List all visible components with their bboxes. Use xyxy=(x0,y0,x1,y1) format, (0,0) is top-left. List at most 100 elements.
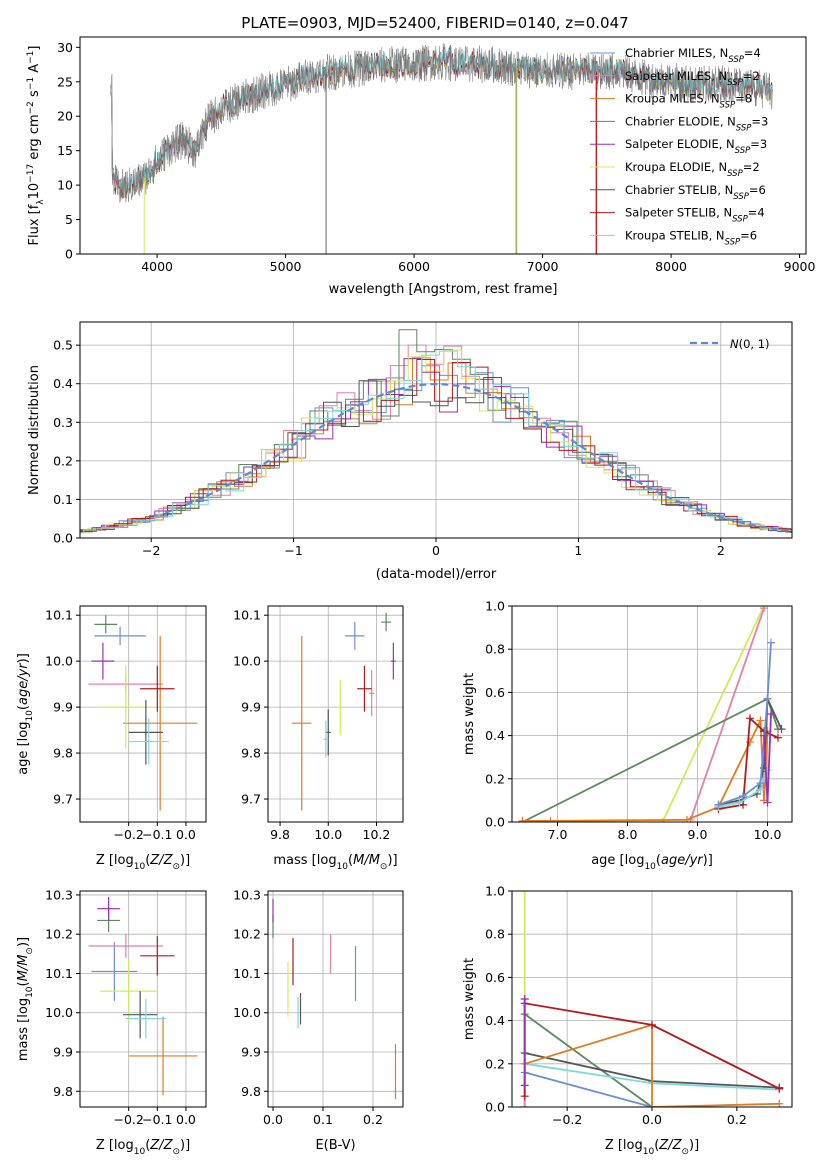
x-axis-label: wavelength [Angstrom, rest frame] xyxy=(329,282,558,297)
label-part: Z/Z xyxy=(149,853,173,868)
plot-area xyxy=(520,891,784,1107)
weight-marker xyxy=(775,1099,784,1107)
axes-frame: −0.2−0.1 0.09.89.910.010.110.210.3Z [log1… xyxy=(16,887,207,1157)
legend-suffix: =8 xyxy=(735,92,752,106)
legend-text: Kroupa ELODIE, N xyxy=(625,160,727,174)
y-tick-label: 0.6 xyxy=(485,970,505,985)
errorbar-kroupa-miles xyxy=(292,635,312,811)
label-part: ⊙ xyxy=(172,862,180,872)
x-tick-label: 10.0 xyxy=(754,827,782,842)
label-part: (0, 1) xyxy=(739,337,770,351)
histogram-salpeter-stelib xyxy=(80,359,792,532)
y-tick-label: 10.3 xyxy=(45,887,73,902)
legend-label: Kroupa ELODIE, NSSP=2 xyxy=(625,160,760,179)
label-part: age [log xyxy=(591,853,644,868)
plot-area xyxy=(88,896,198,1096)
legend-suffix: =6 xyxy=(749,183,766,197)
figure-title: PLATE=0903, MJD=52400, FIBERID=0140, z=0… xyxy=(241,14,628,32)
label-part: 10 xyxy=(27,183,42,200)
weight-marker xyxy=(774,733,782,742)
x-tick-label: 9.8 xyxy=(270,827,290,842)
x-tick-label: 0 xyxy=(432,543,440,558)
y-tick-label: 0.0 xyxy=(53,531,73,546)
y-tick-label: 25 xyxy=(57,74,73,89)
x-tick-label: 0.0 xyxy=(176,1112,196,1127)
x-axis-label: (data-model)/error xyxy=(376,567,497,582)
label-part: Flux [f xyxy=(27,204,42,245)
weight-line xyxy=(661,606,765,822)
axes-frame: −2 −1 0 1 2 0.0 0.1 0.2 0.3 0.4 0.5 N(0, 1) (data-mo… xyxy=(27,321,793,582)
x-axis-label: E(B-V) xyxy=(315,1138,355,1153)
y-tick-label: 0.2 xyxy=(485,1056,505,1071)
weight-marker xyxy=(714,800,723,809)
axes-border xyxy=(79,36,807,255)
legend-subscript: SSP xyxy=(735,146,751,156)
y-tick-label: 0.0 xyxy=(485,815,505,830)
weight-marker xyxy=(735,798,744,807)
legend-subscript: SSP xyxy=(727,78,743,88)
y-tick-label: 9.9 xyxy=(241,700,261,715)
weight-marker xyxy=(520,995,529,1003)
errorbar-kroupa-stelib xyxy=(125,999,166,1039)
weight-marker xyxy=(746,714,754,723)
axes-frame: 4000 5000 6000 7000 8000 9000 0 5 10 15 20 25 30 Chab… xyxy=(26,36,816,297)
y-tick-label: 9.8 xyxy=(241,1084,261,1099)
x-tick-label: −0.1 xyxy=(142,1112,172,1127)
legend-subscript: SSP xyxy=(733,192,749,202)
y-tick-label: 0.8 xyxy=(485,642,505,657)
legend-text: Chabrier STELIB, N xyxy=(625,183,733,197)
legend-subscript: SSP xyxy=(732,215,748,225)
y-tick-label: 10.0 xyxy=(45,654,73,669)
weight-marker xyxy=(546,816,555,822)
label-part: ( xyxy=(145,853,150,868)
x-tick-label: 0.2 xyxy=(363,1112,383,1127)
y-tick-label: 10.1 xyxy=(45,966,73,981)
errorbar-kroupa-stelib xyxy=(128,718,169,765)
weight-marker xyxy=(518,816,527,822)
x-tick-label: 4000 xyxy=(141,259,173,274)
residuals-legend: N(0, 1) xyxy=(690,337,770,351)
y-axis-label: mass [log10(M/M⊙)] xyxy=(16,937,35,1061)
y-tick-label: 15 xyxy=(57,143,73,158)
legend-label: Salpeter ELODIE, NSSP=3 xyxy=(625,137,767,156)
x-tick-label: 10.0 xyxy=(314,827,342,842)
y-axis-label: Normed distribution xyxy=(27,365,42,495)
y-tick-label: 0.2 xyxy=(53,453,73,468)
weight-series-salpeter-elodie xyxy=(520,995,529,1090)
plot-area xyxy=(518,606,786,822)
legend-suffix: =3 xyxy=(750,137,767,151)
x-axis-label: Z [log10(Z/Z⊙)] xyxy=(96,853,190,872)
x-tick-label: 1 xyxy=(574,543,582,558)
weight-marker xyxy=(520,1103,529,1107)
y-tick-label: 10.1 xyxy=(45,608,73,623)
weight-marker xyxy=(520,891,529,895)
legend-text: Salpeter MILES, N xyxy=(625,69,727,83)
errorbar-kroupa-elodie xyxy=(100,959,158,1023)
errorbar-kroupa-elodie xyxy=(337,679,343,735)
axes-frame: 7.0 8.0 9.0 10.0 0.0 0.2 0.4 0.6 0.8 1.0 age [log1… xyxy=(462,599,793,872)
normal-distribution-curve xyxy=(165,382,790,532)
legend-subscript: SSP xyxy=(736,123,752,133)
weight-marker xyxy=(760,731,768,740)
label-part: )] xyxy=(16,653,31,663)
plot-area xyxy=(88,615,198,811)
label-part: 10 xyxy=(643,1147,655,1157)
label-part: Z [log xyxy=(605,1138,643,1153)
errorbar-chabrier-elodie xyxy=(94,615,118,634)
legend-suffix: =2 xyxy=(743,160,760,174)
weight-marker xyxy=(777,725,786,734)
label-part: Z/Z xyxy=(658,1138,682,1153)
axes-border xyxy=(267,890,404,1108)
legend-suffix: =4 xyxy=(748,206,765,220)
weight-marker xyxy=(756,779,765,788)
plot-area xyxy=(272,898,397,1100)
mass-vs-metallicity-panel: −0.2−0.1 0.09.89.910.010.110.210.3Z [log1… xyxy=(16,887,207,1157)
label-part: 10 xyxy=(644,862,656,872)
weight-series-salpeter-elodie xyxy=(760,710,775,807)
legend-text: Chabrier ELODIE, N xyxy=(625,114,736,128)
label-part: )] xyxy=(703,853,713,868)
legend-label: Salpeter MILES, NSSP=2 xyxy=(625,69,760,88)
plot-area xyxy=(80,329,792,534)
legend-text: Kroupa MILES, N xyxy=(625,92,720,106)
